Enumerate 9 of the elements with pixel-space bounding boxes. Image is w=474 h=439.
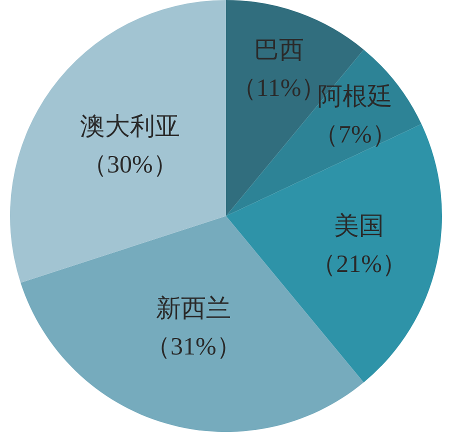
- slice-label: 澳大利亚: [80, 114, 180, 141]
- data-label: （21%）: [311, 251, 407, 278]
- slice-label: 新西兰: [156, 294, 231, 323]
- pie-slice: [10, 0, 226, 283]
- data-label: （7%）: [314, 121, 397, 148]
- slice-label: 巴西: [254, 36, 304, 64]
- data-label: （31%）: [145, 334, 242, 361]
- data-label: （30%）: [82, 152, 178, 179]
- slice-label: 美国: [334, 212, 384, 240]
